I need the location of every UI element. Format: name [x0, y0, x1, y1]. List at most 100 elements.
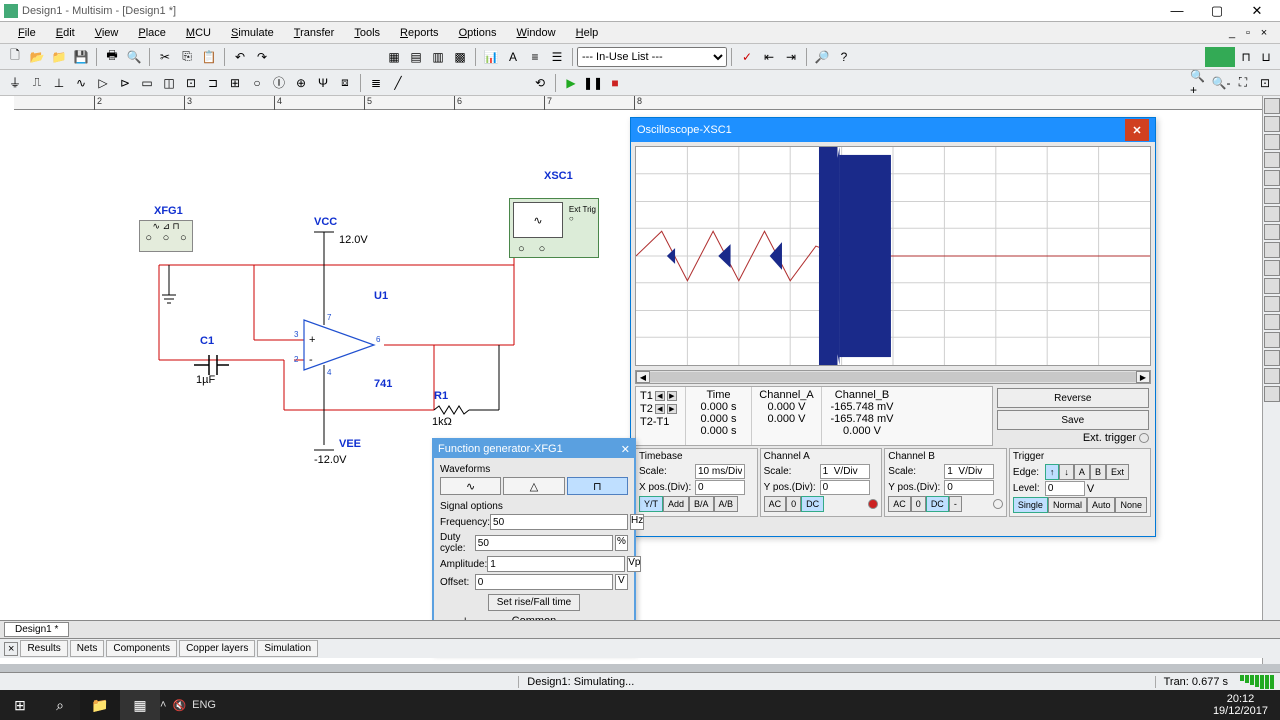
run-icon[interactable]: ▶ — [561, 73, 581, 93]
trig-auto-button[interactable]: Auto — [1087, 497, 1116, 513]
app-task-icon[interactable]: ▦ — [120, 690, 160, 720]
menu-place[interactable]: Place — [128, 25, 176, 41]
chb-ypos-input[interactable] — [944, 480, 994, 495]
int-icon[interactable]: ⟲ — [530, 73, 550, 93]
pause-icon[interactable]: ❚❚ — [583, 73, 603, 93]
search-icon[interactable]: ⌕ — [40, 690, 80, 720]
meter-icon[interactable] — [1205, 47, 1235, 67]
text-icon[interactable]: A — [503, 47, 523, 67]
ab-button[interactable]: A/B — [714, 496, 739, 512]
trig-normal-button[interactable]: Normal — [1048, 497, 1087, 513]
offset-input[interactable] — [475, 574, 613, 590]
grid2-icon[interactable]: ▤ — [406, 47, 426, 67]
trig-level-input[interactable] — [1045, 481, 1085, 496]
sw2-icon[interactable]: ⊔ — [1257, 47, 1275, 67]
timebase-xpos-input[interactable] — [695, 480, 745, 495]
tray-vol-icon[interactable]: 🔇 — [172, 699, 186, 712]
scope-display[interactable] — [635, 146, 1151, 366]
design-tab[interactable]: Design1 * — [4, 622, 69, 637]
copy-icon[interactable]: ⎘ — [177, 47, 197, 67]
tab-results[interactable]: Results — [20, 640, 67, 657]
ic2-icon[interactable]: ◫ — [159, 73, 179, 93]
tab-nets[interactable]: Nets — [70, 640, 105, 657]
cha-ypos-input[interactable] — [820, 480, 870, 495]
chb-dash-button[interactable]: - — [949, 496, 962, 512]
zoom100-icon[interactable]: ⊡ — [1255, 73, 1275, 93]
tab-copper[interactable]: Copper layers — [179, 640, 255, 657]
edge-a-button[interactable]: A — [1074, 464, 1090, 480]
find-icon[interactable]: 🔎 — [812, 47, 832, 67]
menu-help[interactable]: Help — [566, 25, 609, 41]
explorer-icon[interactable]: 📁 — [80, 690, 120, 720]
duty-input[interactable] — [475, 535, 613, 551]
ind2-icon[interactable]: Ⓘ — [269, 73, 289, 93]
clock[interactable]: 20:12 19/12/2017 — [1213, 693, 1280, 717]
conn-icon[interactable]: ○ — [247, 73, 267, 93]
chart-icon[interactable]: 📊 — [481, 47, 501, 67]
arrow2-icon[interactable]: ⇥ — [781, 47, 801, 67]
funcgen-close-button[interactable]: ✕ — [621, 443, 630, 456]
trig-single-button[interactable]: Single — [1013, 497, 1048, 513]
scope-titlebar[interactable]: Oscilloscope-XSC1 ✕ — [631, 118, 1155, 142]
save-icon[interactable]: 💾 — [71, 47, 91, 67]
x-button[interactable]: × — [4, 642, 18, 656]
menu-simulate[interactable]: Simulate — [221, 25, 284, 41]
yt-button[interactable]: Y/T — [639, 496, 663, 512]
db-icon[interactable]: ≡ — [525, 47, 545, 67]
menu-reports[interactable]: Reports — [390, 25, 449, 41]
open2-icon[interactable]: 📁 — [49, 47, 69, 67]
trig-none-button[interactable]: None — [1115, 497, 1147, 513]
close-button[interactable]: ✕ — [1238, 1, 1276, 21]
oscilloscope-window[interactable]: Oscilloscope-XSC1 ✕ ◀ ▶ — [630, 117, 1156, 537]
ba-button[interactable]: B/A — [689, 496, 714, 512]
zoomfit-icon[interactable]: ⛶ — [1233, 73, 1253, 93]
cha-ac-button[interactable]: AC — [764, 496, 787, 512]
mdi-max-icon[interactable]: ▫ — [1240, 25, 1256, 41]
src-icon[interactable]: ⏚ — [5, 73, 25, 93]
cap-icon[interactable]: ⊥ — [49, 73, 69, 93]
tab-simulation[interactable]: Simulation — [257, 640, 318, 657]
dock-btn[interactable] — [1264, 98, 1280, 114]
ind-icon[interactable]: ∿ — [71, 73, 91, 93]
pow-icon[interactable]: ⊕ — [291, 73, 311, 93]
print-icon[interactable]: 🖶 — [102, 47, 122, 67]
menu-tools[interactable]: Tools — [344, 25, 390, 41]
misc-icon[interactable]: ⊞ — [225, 73, 245, 93]
menu-mcu[interactable]: MCU — [176, 25, 221, 41]
amp-input[interactable] — [487, 556, 625, 572]
grid1-icon[interactable]: ▦ — [384, 47, 404, 67]
cha-scale-input[interactable] — [820, 464, 870, 479]
edge-b-button[interactable]: B — [1090, 464, 1106, 480]
menu-options[interactable]: Options — [449, 25, 507, 41]
wave-tri-button[interactable]: △ — [503, 477, 564, 495]
edge-fall-button[interactable]: ↓ — [1059, 464, 1074, 480]
menu-view[interactable]: View — [85, 25, 129, 41]
grid3-icon[interactable]: ▥ — [428, 47, 448, 67]
save-button[interactable]: Save — [997, 410, 1149, 430]
chb-0-button[interactable]: 0 — [911, 496, 926, 512]
scope-scrollbar[interactable]: ◀ ▶ — [635, 370, 1151, 384]
add-button[interactable]: Add — [663, 496, 689, 512]
new-icon[interactable]: 🗋 — [5, 47, 25, 67]
start-button[interactable]: ⊞ — [0, 690, 40, 720]
menu-window[interactable]: Window — [506, 25, 565, 41]
menu-edit[interactable]: Edit — [46, 25, 85, 41]
sw1-icon[interactable]: ⊓ — [1237, 47, 1255, 67]
mdi-min-icon[interactable]: _ — [1224, 25, 1240, 41]
edge-rise-button[interactable]: ↑ — [1045, 464, 1060, 480]
tab-components[interactable]: Components — [106, 640, 177, 657]
help-icon[interactable]: ? — [834, 47, 854, 67]
redo-icon[interactable]: ↷ — [252, 47, 272, 67]
tray-lang[interactable]: ENG — [192, 699, 216, 711]
diode-icon[interactable]: ▷ — [93, 73, 113, 93]
edge-ext-button[interactable]: Ext — [1106, 464, 1129, 480]
chb-ac-button[interactable]: AC — [888, 496, 911, 512]
maximize-button[interactable]: ▢ — [1198, 1, 1236, 21]
paste-icon[interactable]: 📋 — [199, 47, 219, 67]
preview-icon[interactable]: 🔍 — [124, 47, 144, 67]
rf-icon[interactable]: Ψ — [313, 73, 333, 93]
gate-icon[interactable]: ⊐ — [203, 73, 223, 93]
mdi-close-icon[interactable]: × — [1256, 25, 1272, 41]
chb-scale-input[interactable] — [944, 464, 994, 479]
tran-icon[interactable]: ⊳ — [115, 73, 135, 93]
